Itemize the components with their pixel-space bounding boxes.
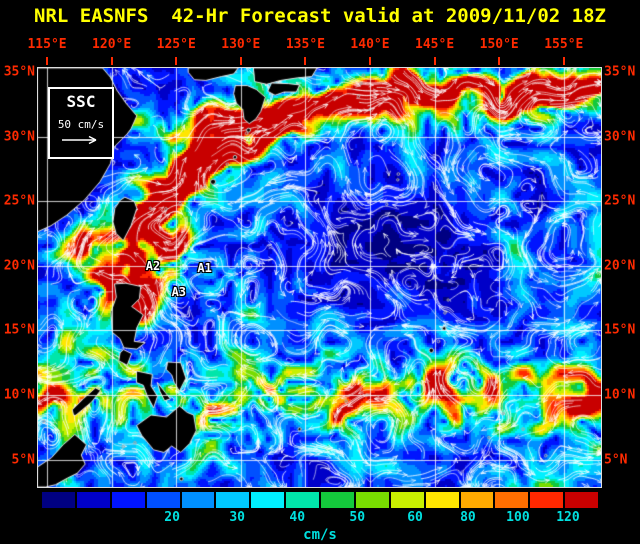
longitude-axis: 115°E 120°E 125°E 130°E 135°E 140°E 145°E 150°E… bbox=[0, 37, 640, 53]
legend-box: SSC 50 cm/s bbox=[48, 87, 114, 159]
lon-tick-label: 115°E bbox=[27, 37, 67, 52]
colorbar-cell bbox=[425, 492, 459, 508]
lat-tick-label-left: 5°N bbox=[11, 452, 35, 468]
lat-tick-label-left: 10°N bbox=[3, 387, 35, 403]
station-label-a2: A2 bbox=[145, 258, 161, 273]
lat-tick-label-right: 5°N bbox=[604, 452, 628, 468]
lon-tick-label: 150°E bbox=[479, 37, 519, 52]
colorbar-tick-label: 80 bbox=[460, 510, 476, 525]
colorbar-cell bbox=[355, 492, 389, 508]
colorbar-cell bbox=[216, 492, 250, 508]
lon-tick-mark bbox=[175, 57, 178, 65]
colorbar-tick-label: 60 bbox=[407, 510, 423, 525]
lat-tick-label-right: 20°N bbox=[604, 258, 636, 274]
colorbar-units: cm/s bbox=[303, 527, 337, 543]
station-label-a1: A1 bbox=[197, 261, 212, 276]
lon-tick-label: 145°E bbox=[415, 37, 455, 52]
legend-scale-label: 50 cm/s bbox=[57, 118, 105, 131]
colorbar-cell bbox=[181, 492, 215, 508]
legend-title: SSC bbox=[66, 92, 96, 111]
colorbar-tick-labels: 20 30 40 50 60 80 100 120 bbox=[42, 510, 598, 525]
colorbar-tick-label: 30 bbox=[229, 510, 245, 525]
colorbar-cell bbox=[111, 492, 145, 508]
figure-title: NRL EASNFS 42-Hr Forecast valid at 2009/… bbox=[34, 5, 606, 27]
colorbar-cell bbox=[495, 492, 529, 508]
colorbar-cell bbox=[286, 492, 319, 508]
lat-tick-label-right: 30°N bbox=[604, 129, 636, 145]
lat-tick-label-left: 25°N bbox=[3, 193, 35, 209]
colorbar-cell bbox=[76, 492, 110, 508]
colorbar-cell bbox=[460, 492, 494, 508]
colorbar-cell bbox=[251, 492, 285, 508]
colorbar-tick-label: 100 bbox=[506, 510, 530, 525]
map-plot-area: SSC 50 cm/s A1 A2 A3 bbox=[37, 67, 602, 488]
ocean-current-speed-field bbox=[38, 68, 601, 487]
colorbar-tick-label: 120 bbox=[556, 510, 580, 525]
colorbar-tick-label: 40 bbox=[289, 510, 306, 525]
lat-tick-label-right: 15°N bbox=[604, 322, 636, 338]
colorbar-cell bbox=[390, 492, 424, 508]
lon-tick-mark bbox=[562, 57, 565, 65]
lon-tick-mark bbox=[46, 57, 49, 65]
colorbar-tick-label: 50 bbox=[349, 510, 366, 525]
lon-tick-label: 135°E bbox=[285, 37, 325, 52]
colorbar-cell bbox=[565, 492, 598, 508]
lat-tick-label-right: 10°N bbox=[604, 387, 636, 403]
lat-tick-label-left: 30°N bbox=[3, 129, 35, 145]
colorbar-cell bbox=[530, 492, 564, 508]
lon-tick-mark bbox=[304, 57, 307, 65]
lon-tick-label: 125°E bbox=[156, 37, 196, 52]
station-label-a3: A3 bbox=[171, 284, 187, 299]
colorbar-cell bbox=[146, 492, 180, 508]
colorbar-tick-label: 20 bbox=[164, 510, 180, 525]
lat-tick-label-left: 35°N bbox=[3, 64, 35, 80]
lon-tick-mark bbox=[239, 57, 242, 65]
lon-tick-mark bbox=[433, 57, 436, 65]
lon-tick-mark bbox=[110, 57, 113, 65]
colorbar-cell bbox=[321, 492, 354, 508]
lon-tick-label: 120°E bbox=[92, 37, 132, 52]
lat-tick-label-right: 25°N bbox=[604, 193, 636, 209]
lon-tick-label: 155°E bbox=[544, 37, 584, 52]
lon-tick-mark bbox=[498, 57, 501, 65]
lat-tick-label-left: 15°N bbox=[3, 322, 35, 338]
lon-tick-label: 140°E bbox=[350, 37, 390, 52]
lat-tick-label-left: 20°N bbox=[3, 258, 35, 274]
lon-tick-label: 130°E bbox=[221, 37, 261, 52]
lat-tick-label-right: 35°N bbox=[604, 64, 636, 80]
colorbar bbox=[42, 492, 598, 508]
lon-tick-mark bbox=[369, 57, 371, 65]
colorbar-cell bbox=[42, 492, 75, 508]
scale-arrow-icon bbox=[62, 135, 97, 145]
